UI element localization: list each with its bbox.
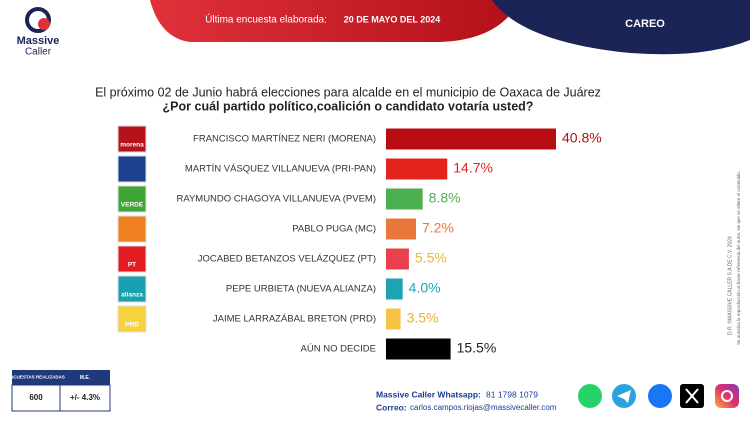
category-label: JOCABED BETANZOS VELÁZQUEZ (PT) (198, 254, 376, 265)
party-logo-text: VERDE (121, 202, 144, 209)
bar (386, 128, 556, 150)
value-label: 5.5% (415, 250, 447, 266)
party-logo (117, 155, 147, 183)
category-label: FRANCISCO MARTÍNEZ NERI (MORENA) (193, 134, 376, 145)
bar (386, 188, 423, 210)
social-icons (578, 384, 739, 408)
value-label: 40.8% (562, 130, 602, 146)
category-label: PABLO PUGA (MC) (292, 224, 376, 235)
value-label: 4.0% (409, 280, 441, 296)
party-logo (117, 215, 147, 243)
party-logo (117, 185, 147, 213)
table-body (11, 384, 111, 412)
logo: Massive Caller (17, 7, 60, 58)
table-heading: ENCUESTAS REALIZADAS (7, 375, 65, 380)
party-logo-text: PRD (125, 322, 139, 329)
brand: Massive (17, 35, 60, 47)
value-label: 7.2% (422, 220, 454, 236)
logo-mark (38, 18, 50, 30)
category-label: MARTÍN VÁSQUEZ VILLANUEVA (PRI-PAN) (185, 164, 376, 175)
table-heading: M.E. (80, 375, 91, 381)
brand: Caller (25, 47, 52, 58)
category-label: RAYMUNDO CHAGOYA VILLANUEVA (PVEM) (176, 194, 376, 205)
header-circle (492, 0, 750, 55)
party-logo (117, 275, 147, 303)
instagram-icon[interactable] (715, 384, 739, 408)
footer-label: Correo: (376, 402, 407, 412)
facebook-icon[interactable] (648, 384, 672, 408)
party-logo-text: PT (128, 262, 136, 269)
table-cell: +/- 4.3% (70, 393, 100, 402)
side-note: D.R. ©MASSIVE CALLER S.A DE C.V. 2024 (726, 236, 733, 335)
chart-subtitle: ¿Por cuál partido político,coalición o c… (163, 99, 534, 113)
bar (386, 158, 448, 180)
bar (386, 338, 451, 360)
bar (386, 248, 409, 270)
category-label: AÚN NO DECIDE (301, 344, 376, 355)
bar (386, 278, 403, 300)
last-survey-label: Última encuesta elaborada: (205, 13, 327, 26)
table-cell: 600 (29, 393, 43, 402)
footer-value: 81 1798 1079 (486, 389, 538, 399)
section: CAREO (625, 18, 665, 30)
survey-table: ENCUESTAS REALIZADAS M.E. 600 +/- 4.3% (7, 370, 111, 412)
value-label: 3.5% (407, 310, 439, 326)
party-logo-text: alianza (121, 292, 143, 299)
survey-date: 20 DE MAYO DEL 2024 (344, 14, 441, 24)
side-note: Se autoriza la reproducción al hacer ref… (736, 171, 741, 345)
value-label: 15.5% (457, 340, 497, 356)
value-label: 14.7% (453, 160, 493, 176)
bar (386, 218, 416, 240)
x-glyph (685, 388, 699, 404)
party-logo (117, 125, 147, 153)
chart-title: El próximo 02 de Junio habrá elecciones … (95, 85, 601, 99)
bar (386, 308, 401, 330)
logo-mark (25, 7, 51, 33)
footer-value: carlos.campos.riojas@massivecaller.com (410, 403, 557, 412)
value-label: 8.8% (429, 190, 461, 206)
party-logo (117, 305, 147, 333)
table-header (12, 370, 110, 385)
telegram-glyph (617, 390, 631, 403)
chart: FRANCISCO MARTÍNEZ NERI (MORENA) morena 40… (117, 125, 602, 360)
party-logo-text: morena (120, 142, 144, 149)
instagram-glyph (721, 390, 733, 402)
whatsapp-icon[interactable] (578, 384, 602, 408)
footer-label: Massive Caller Whatsapp: (376, 389, 481, 399)
category-label: PEPE URBIETA (NUEVA ALIANZA) (226, 284, 376, 295)
category-label: JAIME LARRAZÁBAL BRETON (PRD) (213, 314, 376, 325)
party-logo (117, 245, 147, 273)
header-banner (150, 0, 520, 42)
